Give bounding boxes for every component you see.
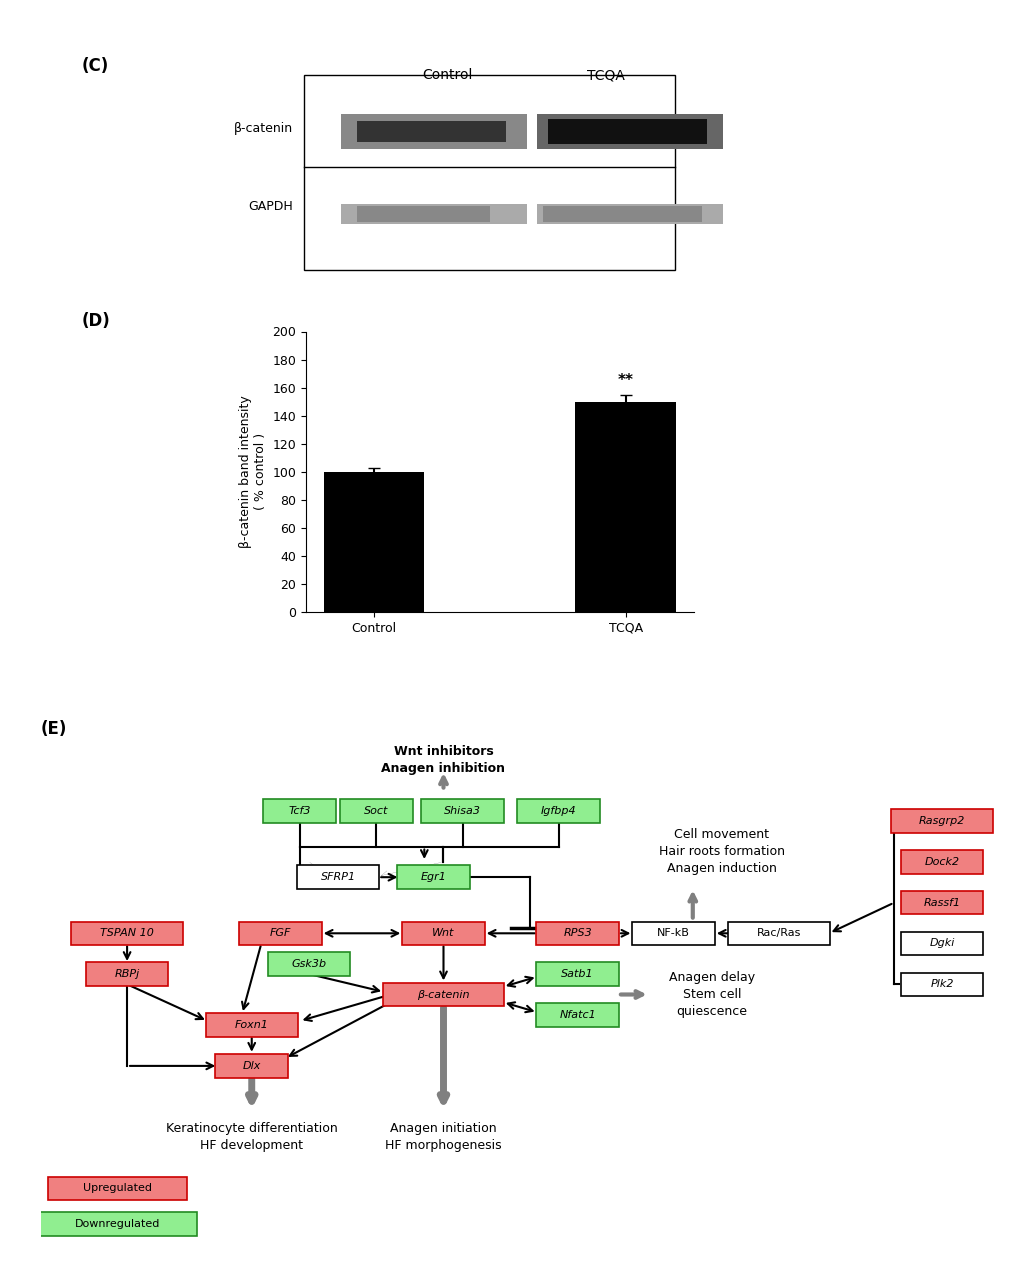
FancyBboxPatch shape	[357, 207, 489, 222]
Y-axis label: β-catenin band intensity
( % control ): β-catenin band intensity ( % control )	[238, 395, 267, 548]
Text: Foxn1: Foxn1	[234, 1020, 268, 1030]
FancyBboxPatch shape	[728, 922, 829, 945]
Text: Rassf1: Rassf1	[922, 898, 960, 908]
Text: Downregulated: Downregulated	[74, 1219, 160, 1229]
Text: Wnt inhibitors
Anagen inhibition: Wnt inhibitors Anagen inhibition	[381, 745, 505, 775]
Text: Soct: Soct	[364, 806, 388, 816]
Text: Nfatc1: Nfatc1	[558, 1010, 595, 1020]
Text: Wnt: Wnt	[432, 928, 454, 938]
FancyBboxPatch shape	[339, 799, 413, 822]
FancyBboxPatch shape	[547, 119, 706, 144]
Bar	[575, 402, 676, 612]
Text: RBPj: RBPj	[114, 969, 140, 979]
FancyBboxPatch shape	[536, 922, 619, 945]
Text: Dgki: Dgki	[928, 938, 954, 949]
FancyBboxPatch shape	[206, 1014, 298, 1037]
FancyBboxPatch shape	[517, 799, 599, 822]
FancyBboxPatch shape	[297, 866, 379, 889]
FancyBboxPatch shape	[383, 983, 503, 1006]
FancyBboxPatch shape	[397, 866, 470, 889]
Text: Gsk3b: Gsk3b	[291, 959, 326, 969]
FancyBboxPatch shape	[900, 850, 982, 873]
Text: NF-kB: NF-kB	[656, 928, 690, 938]
FancyBboxPatch shape	[536, 963, 619, 986]
Text: (D): (D)	[82, 312, 110, 330]
Text: Igfbp4: Igfbp4	[540, 806, 576, 816]
FancyBboxPatch shape	[48, 1177, 187, 1200]
Text: (C): (C)	[82, 57, 109, 75]
Text: TCQA: TCQA	[587, 69, 625, 83]
FancyBboxPatch shape	[71, 922, 182, 945]
Bar	[323, 472, 424, 612]
FancyBboxPatch shape	[421, 799, 503, 822]
FancyBboxPatch shape	[340, 115, 526, 149]
Text: Satb1: Satb1	[560, 969, 593, 979]
FancyBboxPatch shape	[304, 75, 675, 270]
FancyBboxPatch shape	[86, 963, 168, 986]
Text: (E): (E)	[41, 720, 67, 738]
FancyBboxPatch shape	[900, 932, 982, 955]
Text: Control: Control	[422, 69, 472, 83]
FancyBboxPatch shape	[357, 121, 505, 142]
FancyBboxPatch shape	[340, 204, 526, 224]
FancyBboxPatch shape	[38, 1213, 197, 1235]
FancyBboxPatch shape	[900, 973, 982, 996]
Text: FGF: FGF	[270, 928, 290, 938]
Text: Shisa3: Shisa3	[443, 806, 481, 816]
Text: Keratinocyte differentiation
HF development: Keratinocyte differentiation HF developm…	[166, 1122, 337, 1153]
Text: Rac/Ras: Rac/Ras	[756, 928, 801, 938]
FancyBboxPatch shape	[632, 922, 714, 945]
Text: Cell movement
Hair roots formation
Anagen induction: Cell movement Hair roots formation Anage…	[658, 829, 784, 875]
FancyBboxPatch shape	[891, 810, 991, 833]
Text: RPS3: RPS3	[562, 928, 591, 938]
Text: β-catenin: β-catenin	[234, 121, 293, 134]
Text: SFRP1: SFRP1	[320, 872, 356, 882]
FancyBboxPatch shape	[537, 115, 722, 149]
FancyBboxPatch shape	[215, 1054, 288, 1077]
FancyBboxPatch shape	[268, 952, 351, 975]
Text: TSPAN 10: TSPAN 10	[100, 928, 154, 938]
Text: Plk2: Plk2	[929, 979, 953, 989]
FancyBboxPatch shape	[537, 204, 722, 224]
Text: Anagen initiation
HF morphogenesis: Anagen initiation HF morphogenesis	[385, 1122, 501, 1153]
Text: Anagen delay
Stem cell
quiescence: Anagen delay Stem cell quiescence	[668, 972, 754, 1017]
Text: Tcf3: Tcf3	[288, 806, 311, 816]
FancyBboxPatch shape	[536, 1003, 619, 1026]
Text: β-catenin: β-catenin	[417, 989, 470, 1000]
Text: Rasgrp2: Rasgrp2	[918, 816, 964, 826]
Text: Dock2: Dock2	[923, 857, 959, 867]
FancyBboxPatch shape	[401, 922, 484, 945]
FancyBboxPatch shape	[239, 922, 321, 945]
FancyBboxPatch shape	[263, 799, 336, 822]
FancyBboxPatch shape	[542, 207, 701, 222]
Text: Egr1: Egr1	[421, 872, 446, 882]
FancyBboxPatch shape	[900, 891, 982, 914]
Text: Dlx: Dlx	[243, 1061, 261, 1071]
Text: **: **	[618, 372, 633, 388]
Text: GAPDH: GAPDH	[249, 200, 293, 213]
Text: Upregulated: Upregulated	[83, 1183, 152, 1193]
